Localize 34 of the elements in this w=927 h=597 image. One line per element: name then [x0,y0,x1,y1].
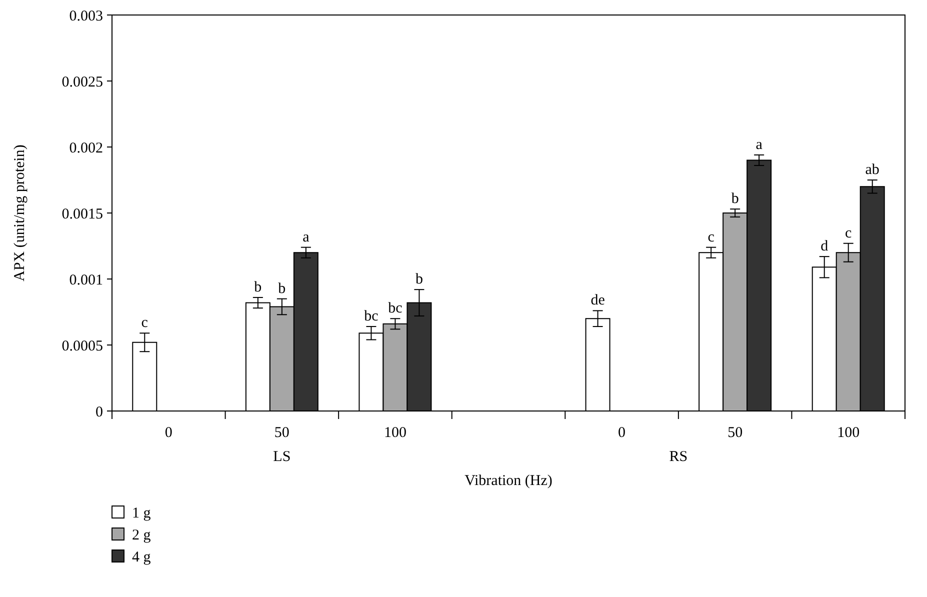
x-axis-title: Vibration (Hz) [464,473,552,489]
data-label: c [845,225,852,242]
data-label: bc [388,300,403,317]
x-tick-label: 100 [384,425,406,441]
x-tick-label: 0 [618,425,626,441]
data-label: b [278,280,286,297]
data-label: b [254,279,262,296]
data-label: d [820,238,829,255]
x-tick-label: 100 [837,425,860,441]
y-tick-label: 0 [96,404,103,420]
data-label: a [756,136,763,153]
y-tick-label: 0.003 [69,8,103,24]
data-label: a [302,229,310,246]
data-label: bc [364,308,379,325]
legend-label: 4 g [132,549,152,566]
data-label: de [590,292,606,309]
text: RS [669,449,688,465]
data-label: b [415,272,423,288]
data-label: c [141,315,148,332]
y-tick-label: 0.0005 [62,338,103,354]
data-label: c [708,229,715,246]
x-tick-label: 50 [274,425,290,441]
x-tick-label: 0 [164,425,172,441]
data-label: ab [865,162,880,178]
legend-label: 2 g [132,527,152,544]
text: LS [273,449,291,465]
legend-label: 1 g [132,505,152,522]
y-tick-label: 0.0025 [62,74,103,90]
y-tick-label: 0.001 [69,272,103,288]
x-tick-label: 50 [728,425,743,441]
y-tick-label: 0.002 [69,140,103,156]
data-label: b [731,191,739,208]
y-tick-label: 0.0015 [62,206,103,222]
y-axis-title: APX (unit/mg protein) [12,144,28,282]
